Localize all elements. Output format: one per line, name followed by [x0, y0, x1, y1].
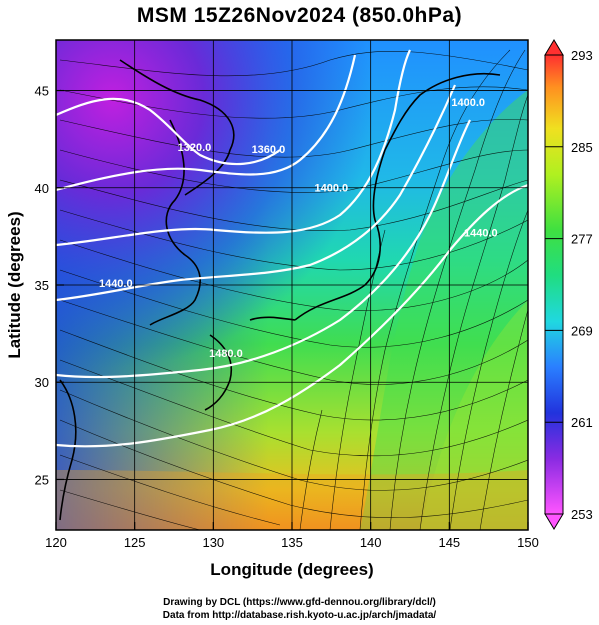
- contour-label: 1360.0: [252, 144, 286, 156]
- grid-lines: [56, 40, 528, 530]
- colorbar-max-arrow: [544, 39, 564, 56]
- x-axis-label: Longitude (degrees): [210, 560, 373, 579]
- contour-label: 1440.0: [99, 278, 133, 290]
- y-axis-label: Latitude (degrees): [5, 211, 24, 358]
- colorbar: 253 261 269 277 285 293: [544, 39, 593, 530]
- y-tick-label: 45: [35, 84, 49, 99]
- x-tick-label: 150: [517, 535, 539, 550]
- x-tick-label: 120: [45, 535, 67, 550]
- coastlines: [59, 59, 501, 521]
- y-tick-label: 30: [35, 375, 49, 390]
- contour-label: 1400.0: [451, 97, 485, 109]
- x-tick-label: 140: [360, 535, 382, 550]
- colorbar-tick-label: 253: [571, 507, 593, 522]
- credit-data: Data from http://database.rish.kyoto-u.a…: [162, 610, 437, 621]
- x-tick-label: 145: [438, 535, 460, 550]
- y-axis-ticks: 25 30 35 40 45: [35, 84, 64, 487]
- height-contours: [56, 49, 528, 448]
- colorbar-tick-label: 261: [571, 415, 593, 430]
- wind-streamlines: [59, 49, 528, 530]
- x-tick-label: 135: [281, 535, 303, 550]
- colorbar-bar: [544, 54, 564, 515]
- y-tick-label: 25: [35, 472, 49, 487]
- contour-label: 1440.0: [464, 227, 498, 239]
- colorbar-tick-label: 277: [571, 232, 593, 247]
- colorbar-tick-label: 293: [571, 48, 593, 63]
- contour-label: 1400.0: [315, 183, 349, 195]
- colorbar-min-arrow: [544, 513, 564, 530]
- x-axis-ticks: 120 125 130 135 140 145 150: [45, 522, 539, 550]
- x-tick-label: 130: [202, 535, 224, 550]
- credit-drawing: Drawing by DCL (https://www.gfd-dennou.o…: [163, 597, 436, 608]
- map-title: MSM 15Z26Nov2024 (850.0hPa): [136, 4, 463, 27]
- contour-label: 1320.0: [178, 142, 212, 154]
- contour-labels: 1320.0 1360.0 1400.0 1440.0 1480.0 1400.0 1440…: [99, 97, 498, 360]
- x-tick-label: 125: [124, 535, 146, 550]
- colorbar-tick-label: 285: [571, 140, 593, 155]
- contour-label: 1480.0: [209, 348, 243, 360]
- y-tick-label: 40: [35, 181, 49, 196]
- colorbar-ticks: 253 261 269 277 285 293: [545, 48, 593, 522]
- y-tick-label: 35: [35, 278, 49, 293]
- colorbar-tick-label: 269: [571, 323, 593, 338]
